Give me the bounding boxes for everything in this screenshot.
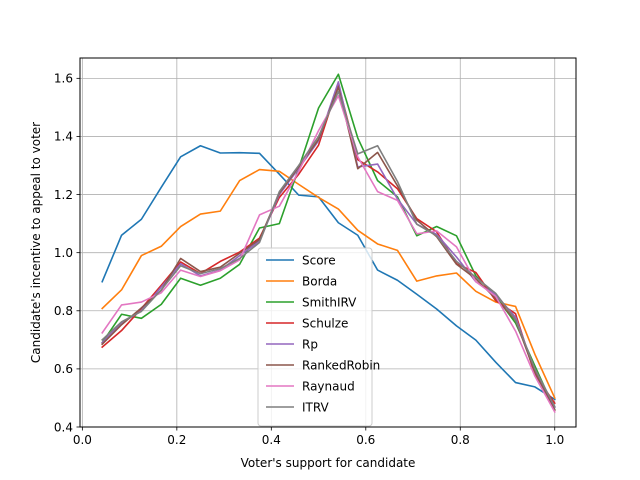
x-tick-label: 0.0: [73, 433, 92, 447]
y-tick-label: 0.8: [54, 304, 73, 318]
legend-label: SmithIRV: [302, 295, 357, 309]
series-line-itrv: [101, 90, 556, 408]
y-axis-label: Candidate's incentive to appeal to voter: [29, 122, 43, 363]
y-tick-label: 1.2: [54, 188, 73, 202]
legend-label: Score: [302, 253, 336, 267]
series-line-borda: [101, 168, 556, 399]
x-axis-label: Voter's support for candidate: [241, 456, 416, 470]
axis-ticks: 0.0 0.2 0.4 0.6 0.8 1.0 0.4 0.6 0.8 1.0 1.2 1.4 1.6: [54, 72, 564, 447]
x-tick-label: 0.4: [262, 433, 281, 447]
x-tick-label: 1.0: [545, 433, 564, 447]
legend-label: Schulze: [302, 316, 348, 330]
legend-label: ITRV: [302, 400, 330, 414]
y-tick-label: 1.0: [54, 246, 73, 260]
legend: Score Borda SmithIRV Schulze Rp RankedRobin Ra…: [257, 247, 380, 427]
series-lines: [101, 73, 556, 413]
legend-label: Borda: [302, 274, 337, 288]
y-tick-label: 1.4: [54, 130, 73, 144]
x-tick-label: 0.8: [451, 433, 470, 447]
legend-label: RankedRobin: [302, 358, 380, 372]
y-tick-label: 0.6: [54, 362, 73, 376]
series-line-score: [101, 144, 556, 401]
x-tick-label: 0.6: [356, 433, 375, 447]
y-tick-label: 0.4: [54, 420, 73, 434]
legend-box: [257, 247, 373, 427]
legend-label: Raynaud: [302, 379, 355, 393]
x-tick-label: 0.2: [167, 433, 186, 447]
legend-label: Rp: [302, 337, 318, 351]
plot-frame: [79, 57, 577, 428]
y-tick-label: 1.6: [54, 72, 73, 86]
